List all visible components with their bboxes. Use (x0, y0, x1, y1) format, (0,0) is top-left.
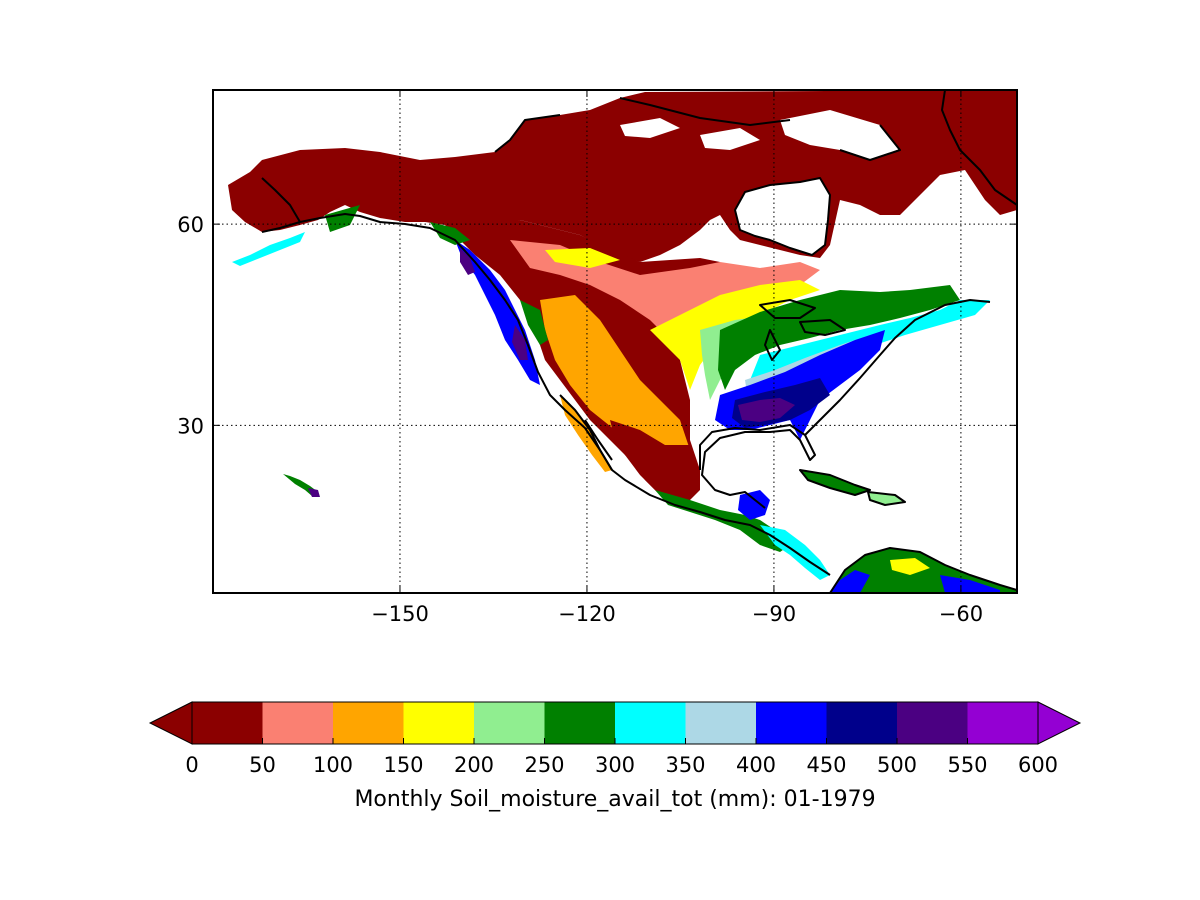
region-band-250-300 (325, 205, 960, 390)
region-pacific-northwest-wettest (460, 248, 528, 360)
region-baja (560, 395, 612, 472)
region-alaska-coast (232, 232, 305, 266)
colorbar-segment (192, 702, 263, 744)
coastline-atlantic (804, 299, 991, 436)
coastline-baja (559, 394, 613, 471)
colorbar-segment (262, 702, 334, 744)
coastline-alaska-pacific (261, 213, 831, 576)
coastline-greenland (941, 90, 1017, 206)
colorbar-tick-label: 450 (806, 753, 846, 777)
colorbar-segment (756, 702, 827, 744)
region-hawaii-big-island (308, 488, 320, 497)
x-axis-ticks: −150 −120 −90 −60 (371, 90, 983, 626)
colorbar-segment (333, 702, 404, 744)
colorbar-segment (967, 702, 1039, 744)
colorbar-segment (403, 702, 475, 744)
colorbar-tick-label: 400 (736, 753, 776, 777)
colorbar-tick-label: 200 (454, 753, 494, 777)
coastline-south-america (829, 547, 1017, 593)
colorbar-segment (826, 702, 898, 744)
map-axes: −150 −120 −90 −60 30 60 (177, 89, 1018, 626)
colorbar-segment (685, 702, 757, 744)
colorbar-tick-label: 100 (313, 753, 353, 777)
region-band-100-150 (540, 295, 700, 490)
x-tick-label: −60 (939, 602, 983, 626)
region-band-150-200 (545, 248, 820, 390)
colorbar-tick-label: 0 (185, 753, 198, 777)
colorbar-segment (544, 702, 616, 744)
region-caribbean-cuba (800, 470, 870, 495)
colorbar: 0 50 100 150 200 250 300 350 400 450 500 550 600 (148, 701, 1082, 777)
colorbar-title: Monthly Soil_moisture_avail_tot (mm): 01… (354, 787, 875, 812)
coastline-great-lakes (759, 299, 846, 361)
region-mexico (610, 420, 700, 500)
x-tick-label: −150 (371, 602, 429, 626)
coastline-arctic (261, 97, 901, 223)
hudson-bay (735, 178, 830, 255)
colorbar-tick-label: 300 (595, 753, 635, 777)
gridlines (213, 90, 1017, 593)
coastline-gulf (699, 424, 816, 509)
colorbar-tick-label: 500 (877, 753, 917, 777)
x-tick-label: −90 (752, 602, 796, 626)
region-south-america-wet (830, 570, 1000, 593)
y-axis-ticks: 30 60 (177, 213, 1017, 438)
coastlines (261, 90, 1017, 593)
colorbar-extend-under (148, 701, 193, 745)
colorbar-tick-label: 150 (383, 753, 423, 777)
colorbar-extend-over (1037, 701, 1082, 745)
y-tick-label: 60 (177, 213, 204, 237)
soil-moisture-field (213, 90, 1017, 593)
colorbar-segment (474, 702, 545, 744)
colorbar-tick-label: 600 (1018, 753, 1058, 777)
arctic-channels (620, 110, 900, 160)
colorbar-segment (615, 702, 686, 744)
region-yucatan (738, 490, 770, 520)
colorbar-tick-label: 550 (947, 753, 987, 777)
x-tick-label: −120 (558, 602, 616, 626)
region-mexico-south (655, 490, 790, 552)
colorbar-tick-label: 50 (249, 753, 276, 777)
y-tick-label: 30 (177, 414, 204, 438)
coastline-caribbean (799, 469, 906, 506)
colorbar-tick-label: 250 (524, 753, 564, 777)
coastline-hudson-bay (734, 177, 831, 256)
colorbar-segment (897, 702, 968, 744)
colorbar-tick-label: 350 (665, 753, 705, 777)
region-south-america-dry (890, 558, 930, 575)
map-axes-frame (212, 89, 1018, 594)
region-band-500-550 (738, 398, 795, 422)
region-greenland-south (942, 90, 1017, 205)
